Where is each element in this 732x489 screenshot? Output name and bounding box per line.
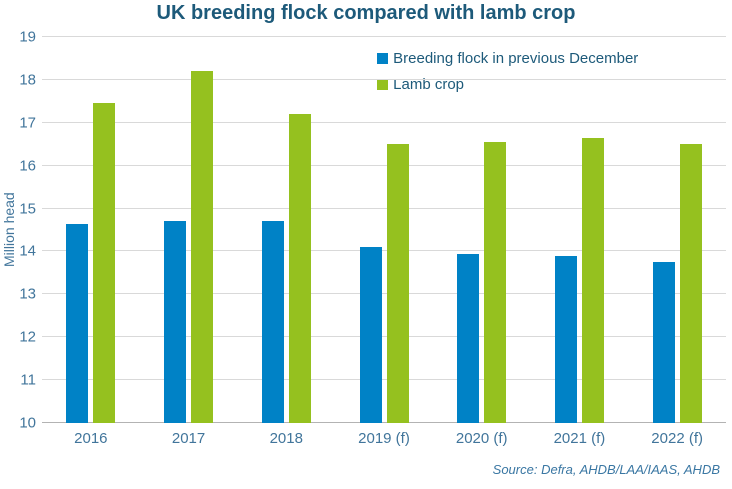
legend-marker-breeding-flock-in-previous-december-icon [377,53,389,64]
y-tick-label-15: 15 [19,200,36,218]
bar-lamb-crop-2017 [191,71,214,423]
x-tick-label-2021-f: 2021 (f) [553,430,606,447]
bar-lamb-crop-2020-f [484,142,507,423]
bar-breeding-flock-in-previous-december-2020-f [457,253,480,423]
y-gridline-17 [42,121,726,123]
y-tick-label-18: 18 [19,71,36,89]
y-tick-label-10: 10 [19,414,36,432]
bar-breeding-flock-in-previous-december-2017 [164,221,187,423]
y-gridline-14 [42,250,726,252]
bar-lamb-crop-2019-f [386,144,409,423]
source-note: Source: Defra, AHDB/LAA/IAAS, AHDB [492,462,720,477]
x-tick-label-2019-f: 2019 (f) [358,430,410,447]
bar-breeding-flock-in-previous-december-2018 [261,221,284,423]
legend: Breeding flock in previous December Lamb … [377,50,638,102]
y-axis-tick-labels: 10 11 12 13 14 15 16 17 18 19 [0,29,36,432]
x-tick-label-2016: 2016 [74,430,108,447]
x-tick-label-2017: 2017 [171,430,206,447]
y-tick-label-17: 17 [19,114,36,132]
legend-label-breeding-flock-in-previous-december: Breeding flock in previous December [393,50,639,67]
y-gridline-19 [42,36,726,37]
y-gridline-13 [42,293,726,295]
chart-title: UK breeding flock compared with lamb cro… [156,2,576,24]
y-tick-label-13: 13 [19,285,36,303]
x-tick-label-2020-f: 2020 (f) [455,430,508,447]
bar-lamb-crop-2018 [288,114,311,423]
y-gridline-12 [42,336,726,338]
bar-lamb-crop-2016 [93,103,116,423]
y-gridline-16 [42,164,726,166]
y-tick-label-16: 16 [19,157,36,175]
x-axis-line [42,422,726,423]
bar-breeding-flock-in-previous-december-2019-f [359,247,382,423]
y-tick-label-14: 14 [19,242,36,260]
legend-marker-lamb-crop-icon [377,79,389,90]
x-tick-label-2018: 2018 [269,430,303,447]
y-gridline-15 [42,207,726,209]
legend-item-lamb-crop: Lamb crop [377,76,638,93]
bar-lamb-crop-2021-f [581,137,604,423]
y-tick-label-19: 19 [19,28,36,46]
bar-breeding-flock-in-previous-december-2021-f [554,255,577,423]
bar-breeding-flock-in-previous-december-2022-f [652,262,675,423]
x-tick-label-2022-f: 2022 (f) [651,430,703,447]
legend-label-lamb-crop: Lamb crop [393,76,465,93]
y-tick-label-11: 11 [20,371,36,389]
bar-lamb-crop-2022-f [679,144,702,423]
bar-breeding-flock-in-previous-december-2016 [66,223,89,423]
plot-area: Breeding flock in previous December Lamb … [42,36,726,423]
legend-item-breeding-flock-in-previous-december: Breeding flock in previous December [377,50,638,67]
x-axis-tick-labels: 2016 2017 2018 2019 (f) 2020 (f) 2021 (f) 2022… [42,430,726,450]
y-gridline-18 [42,78,726,80]
y-tick-label-12: 12 [19,328,36,346]
y-gridline-11 [42,379,726,381]
